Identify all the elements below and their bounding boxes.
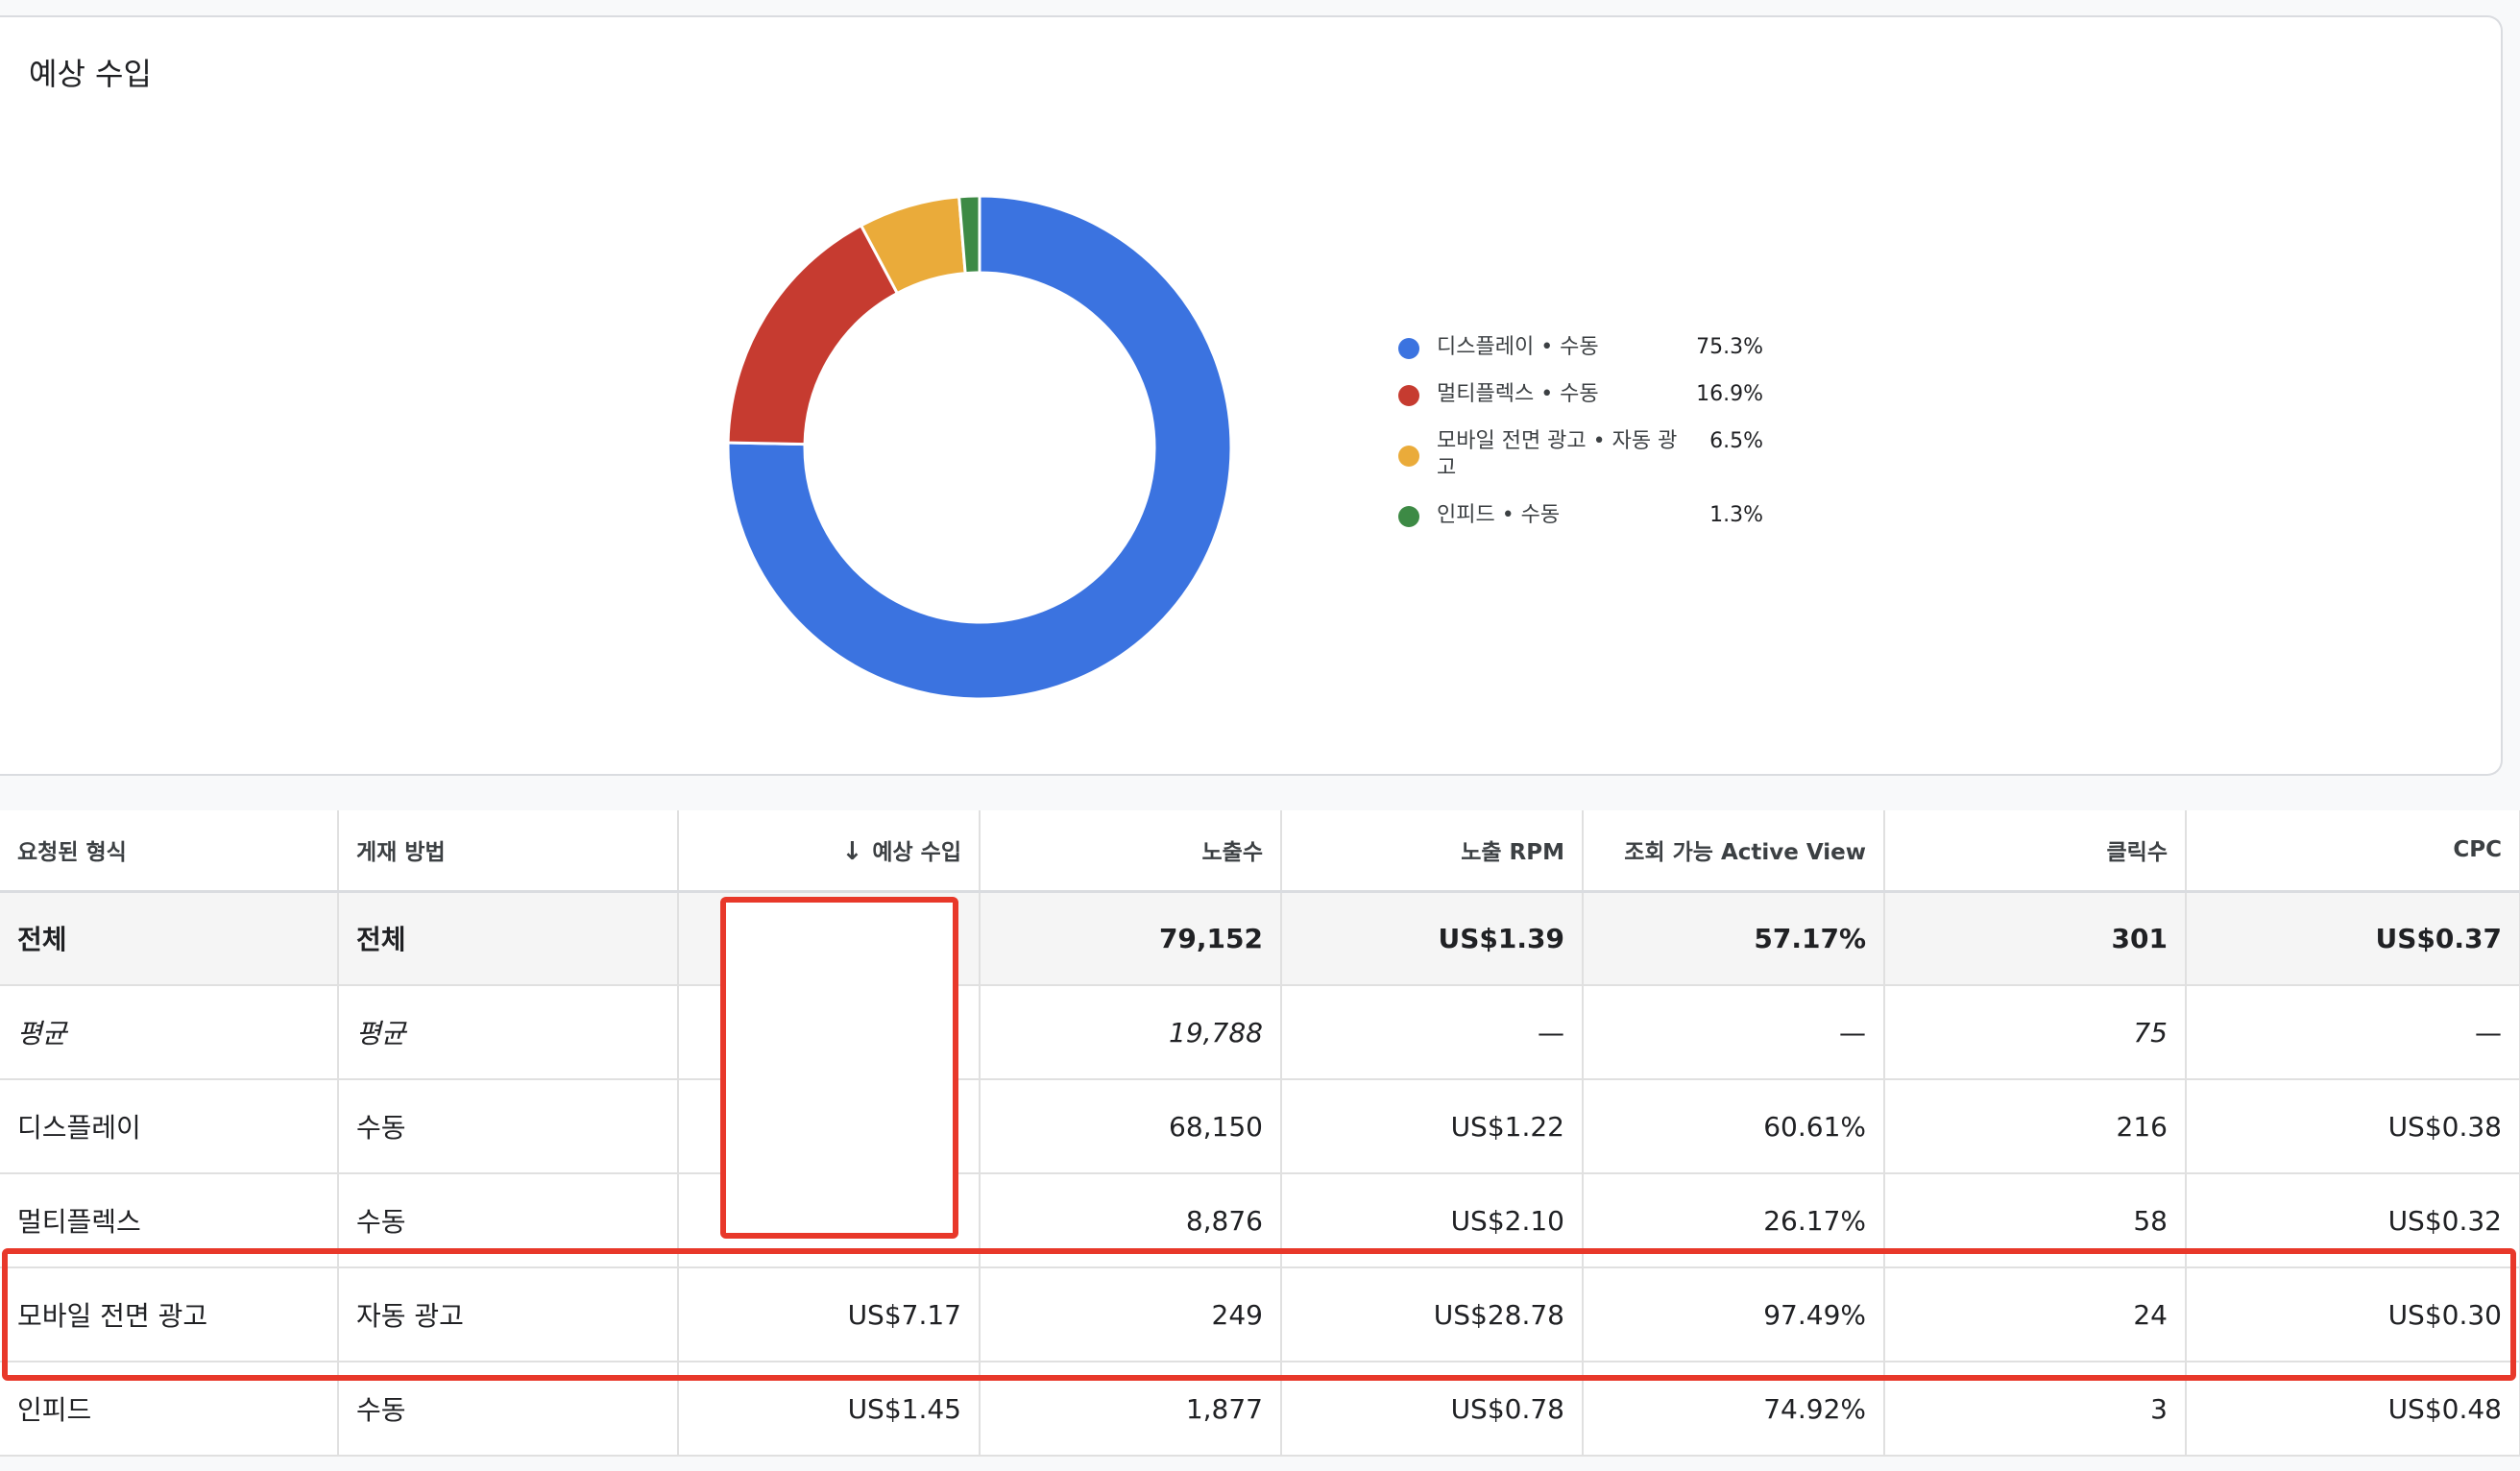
cell-format: 전체	[0, 891, 339, 986]
col-header-revenue-label: 예상 수입	[872, 840, 961, 866]
cell-rpm: US$1.22	[1281, 1079, 1584, 1174]
table-row[interactable]: 모바일 전면 광고 자동 광고 US$7.17 249 US$28.78 97.…	[0, 1267, 2520, 1362]
redaction-box	[720, 897, 958, 1239]
cell-clicks: 75	[1884, 985, 2187, 1080]
legend-dot-icon	[1398, 338, 1419, 359]
legend-label: 멀티플렉스 • 수동	[1437, 382, 1599, 406]
cell-rpm: US$28.78	[1281, 1267, 1584, 1362]
col-header-active-view[interactable]: 조회 가능 Active View	[1583, 810, 1885, 893]
cell-revenue: US$7.17	[678, 1267, 981, 1362]
cell-impressions: 68,150	[980, 1079, 1282, 1174]
col-header-rpm[interactable]: 노출 RPM	[1281, 810, 1584, 893]
cell-cpc: —	[2186, 985, 2520, 1080]
cell-method: 전체	[338, 891, 679, 986]
table-row-total: 전체 전체 79,152 US$1.39 57.17% 301 US$0.37	[0, 891, 2520, 986]
legend-label: 디스플레이 • 수동	[1437, 335, 1599, 359]
col-header-impressions[interactable]: 노출수	[980, 810, 1282, 893]
cell-impressions: 79,152	[980, 891, 1282, 986]
cell-clicks: 24	[1884, 1267, 2187, 1362]
legend-dot-icon	[1398, 385, 1419, 406]
sort-down-arrow-icon: ↓	[841, 837, 863, 867]
legend-item-multiplex[interactable]: 멀티플렉스 • 수동 16.9%	[1398, 381, 1763, 408]
revenue-card: 예상 수입 디스플레이 • 수동 75.3% 멀티플렉스 • 수동 16.9% …	[0, 15, 2503, 776]
chart-legend: 디스플레이 • 수동 75.3% 멀티플렉스 • 수동 16.9% 모바일 전면…	[1398, 334, 1763, 529]
legend-item-infeed[interactable]: 인피드 • 수동 1.3%	[1398, 502, 1763, 529]
donut-slice-1[interactable]	[726, 223, 900, 446]
legend-value: 6.5%	[1709, 429, 1763, 453]
cell-impressions: 19,788	[980, 985, 1282, 1080]
legend-label: 모바일 전면 광고 • 자동 광고	[1437, 429, 1678, 480]
cell-cpc: US$0.38	[2186, 1079, 2520, 1174]
legend-label: 인피드 • 수동	[1437, 503, 1561, 527]
cell-active-view: 60.61%	[1583, 1079, 1885, 1174]
cell-format: 모바일 전면 광고	[0, 1267, 339, 1362]
revenue-donut-chart	[726, 194, 1233, 701]
legend-value: 16.9%	[1696, 382, 1763, 406]
cell-active-view: 97.49%	[1583, 1267, 1885, 1362]
donut-slice-0[interactable]	[726, 194, 1233, 701]
cell-format: 디스플레이	[0, 1079, 339, 1174]
cell-active-view: —	[1583, 985, 1885, 1080]
cell-active-view: 57.17%	[1583, 891, 1885, 986]
cell-rpm: —	[1281, 985, 1584, 1080]
table-row[interactable]: 디스플레이 수동 68,150 US$1.22 60.61% 216 US$0.…	[0, 1079, 2520, 1174]
cell-cpc: US$0.30	[2186, 1267, 2520, 1362]
legend-dot-icon	[1398, 506, 1419, 527]
col-header-method[interactable]: 게재 방법	[338, 810, 679, 893]
legend-item-mobile-interstitial[interactable]: 모바일 전면 광고 • 자동 광고 6.5%	[1398, 428, 1763, 482]
cell-clicks: 301	[1884, 891, 2187, 986]
cell-rpm: US$1.39	[1281, 891, 1584, 986]
cell-format: 평균	[0, 985, 339, 1080]
highlight-box	[2, 1248, 2516, 1381]
col-header-clicks[interactable]: 클릭수	[1884, 810, 2187, 893]
legend-dot-icon	[1398, 446, 1419, 467]
legend-item-display[interactable]: 디스플레이 • 수동 75.3%	[1398, 334, 1763, 361]
legend-value: 75.3%	[1696, 335, 1763, 359]
table-row-average: 평균 평균 19,788 — — 75 —	[0, 985, 2520, 1080]
cell-method: 자동 광고	[338, 1267, 679, 1362]
cell-method: 평균	[338, 985, 679, 1080]
cell-method: 수동	[338, 1079, 679, 1174]
legend-value: 1.3%	[1709, 503, 1763, 527]
card-title: 예상 수입	[29, 56, 152, 92]
donut-slice-3[interactable]	[957, 194, 981, 276]
col-header-format[interactable]: 요청된 형식	[0, 810, 339, 893]
col-header-cpc[interactable]: CPC	[2186, 810, 2520, 893]
table-header-row: 요청된 형식 게재 방법 ↓ 예상 수입 노출수 노출 RPM 조회 가능 Act…	[0, 810, 2520, 893]
cell-cpc: US$0.37	[2186, 891, 2520, 986]
cell-impressions: 249	[980, 1267, 1282, 1362]
cell-clicks: 216	[1884, 1079, 2187, 1174]
col-header-revenue[interactable]: ↓ 예상 수입	[678, 810, 981, 893]
